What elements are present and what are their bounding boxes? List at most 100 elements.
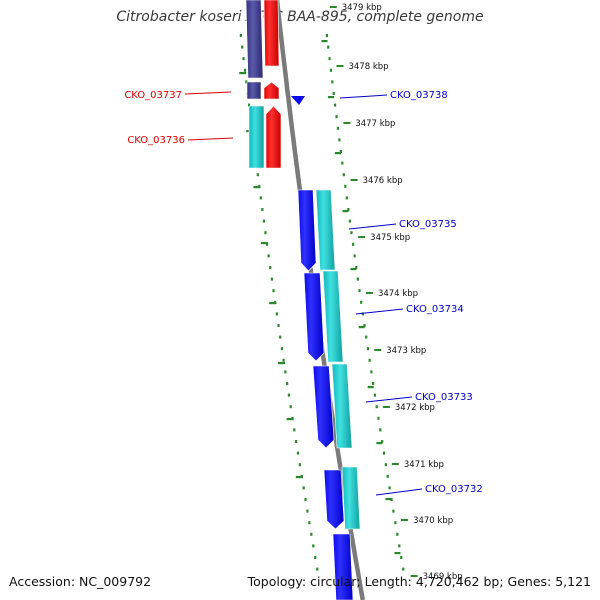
gene-label-leader — [339, 94, 388, 99]
gene-label-leader — [184, 91, 232, 95]
gc-dash — [260, 242, 268, 245]
gc-dot — [295, 440, 298, 443]
gene-label-leader — [375, 488, 423, 496]
gc-dash — [328, 96, 335, 99]
gc-dot — [333, 103, 337, 107]
gc-dot — [331, 80, 334, 84]
tick-mark — [350, 179, 358, 181]
gc-dot — [282, 358, 285, 362]
gc-dot — [342, 173, 345, 177]
gc-dot — [314, 556, 317, 559]
tick-label: 3476 kbp — [363, 176, 403, 186]
gene-cds-reverse[interactable] — [263, 0, 280, 67]
gc-dot — [270, 277, 273, 281]
gene-cds-reverse[interactable] — [263, 81, 280, 100]
tick-label: 3474 kbp — [378, 289, 418, 299]
gc-dot — [259, 196, 262, 200]
tick-mark — [365, 292, 373, 294]
gene-cds-reverse[interactable] — [265, 105, 282, 169]
gene-cds-dark[interactable] — [245, 0, 264, 79]
gc-dash — [278, 362, 286, 365]
gc-dot — [347, 208, 350, 211]
gc-dot — [345, 196, 348, 200]
gene-cds-forward[interactable] — [332, 533, 354, 600]
gene-cds-forward[interactable] — [312, 365, 335, 449]
tick-label: 3479 kbp — [342, 3, 382, 13]
tick-label: 3470 kbp — [413, 516, 453, 526]
gene-label[interactable]: CKO_03736 — [127, 135, 185, 146]
gene-trna[interactable] — [341, 466, 361, 530]
gc-dot — [277, 324, 280, 327]
gc-dot — [358, 289, 361, 293]
gc-dot — [386, 474, 389, 478]
gene-label[interactable]: CKO_03734 — [406, 304, 464, 315]
gc-dash — [385, 498, 392, 501]
gc-dash — [239, 72, 247, 75]
gc-dash — [334, 152, 341, 155]
gc-dot — [400, 556, 403, 559]
gc-dash — [321, 40, 328, 43]
gc-dot — [286, 382, 289, 385]
gc-dot — [370, 370, 373, 374]
tick-mark — [343, 122, 351, 124]
gene-cds-forward[interactable] — [303, 272, 325, 362]
gc-dot — [296, 451, 300, 455]
gc-dot — [382, 451, 386, 455]
gene-trna[interactable] — [248, 105, 265, 169]
gc-dot — [394, 521, 397, 525]
gene-cds-forward[interactable] — [291, 96, 305, 105]
gc-dot — [287, 393, 291, 397]
gene-cds-dark[interactable] — [246, 81, 262, 100]
gc-dash — [269, 302, 277, 305]
gc-dash — [253, 186, 261, 189]
tick-mark — [358, 236, 366, 238]
tick-label: 3469 kbp — [423, 572, 463, 582]
gc-dot — [338, 138, 341, 142]
gc-dot — [339, 150, 342, 153]
gene-label[interactable]: CKO_03738 — [390, 90, 448, 101]
gc-dot — [390, 498, 393, 501]
gc-dot — [348, 219, 352, 223]
gc-dot — [361, 312, 364, 316]
gene-label-leader — [187, 137, 234, 141]
tick-mark — [336, 65, 344, 67]
gene-label[interactable]: CKO_03733 — [415, 392, 473, 403]
gene-labels: CKO_03737 CKO_03736 CKO_03738 CKO_03735 CKO_… — [124, 90, 483, 496]
gc-dot — [356, 277, 359, 281]
tick-mark — [401, 519, 409, 521]
gc-dot — [375, 405, 378, 409]
gene-cds-forward[interactable] — [297, 189, 317, 272]
topology-text: Topology: circular; Length: 4,720,462 bp… — [247, 574, 591, 589]
gene-label[interactable]: CKO_03732 — [425, 484, 483, 495]
gene-trna[interactable] — [315, 189, 336, 271]
gc-dash — [376, 442, 383, 445]
scale-ticks: 3479 kbp 3478 kbp 3477 kbp 3476 kbp 3475 kbp… — [329, 3, 463, 582]
tick-label: 3478 kbp — [348, 62, 388, 72]
gc-dot — [377, 416, 380, 420]
gc-dot — [245, 80, 248, 84]
gc-dot — [242, 57, 245, 61]
gc-dot — [355, 266, 358, 269]
gc-dot — [241, 45, 244, 49]
gc-dot — [368, 358, 371, 362]
gene-trna[interactable] — [331, 363, 353, 449]
gc-dot — [344, 184, 347, 188]
gc-dot — [341, 161, 344, 165]
tick-label: 3475 kbp — [370, 233, 410, 243]
gene-label[interactable]: CKO_03735 — [399, 219, 457, 230]
gc-dot — [350, 231, 353, 235]
gc-dot — [272, 289, 275, 293]
tick-mark — [391, 463, 399, 465]
tick-mark — [382, 406, 390, 408]
gc-dot — [335, 115, 338, 119]
gene-label[interactable]: CKO_03737 — [124, 90, 182, 101]
gene-cds-forward[interactable] — [323, 469, 345, 530]
gc-dot — [360, 300, 363, 304]
gc-dot — [310, 532, 313, 536]
gc-dot — [363, 324, 366, 327]
gc-dot — [269, 266, 272, 269]
gene-trna[interactable] — [322, 270, 344, 363]
gc-dot — [316, 567, 319, 571]
gc-dot — [247, 103, 251, 107]
gene-label-leader — [365, 396, 413, 403]
